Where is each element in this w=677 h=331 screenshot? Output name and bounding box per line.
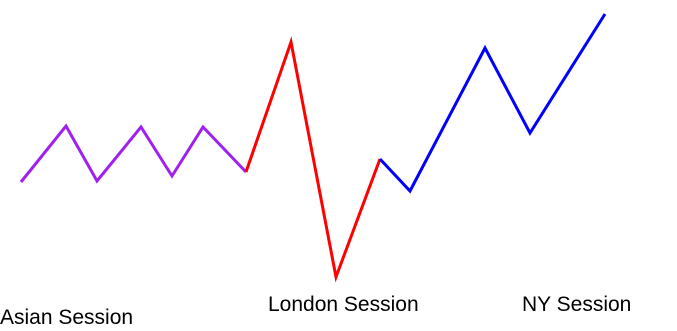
ny-session-label: NY Session — [522, 293, 632, 316]
asian-session-price-path — [19, 123, 248, 184]
asian-session-label: Asian Session — [0, 306, 134, 329]
london-session-price-path — [244, 36, 382, 283]
ny-session-price-path — [378, 13, 607, 194]
london-session-label: London Session — [268, 293, 419, 316]
